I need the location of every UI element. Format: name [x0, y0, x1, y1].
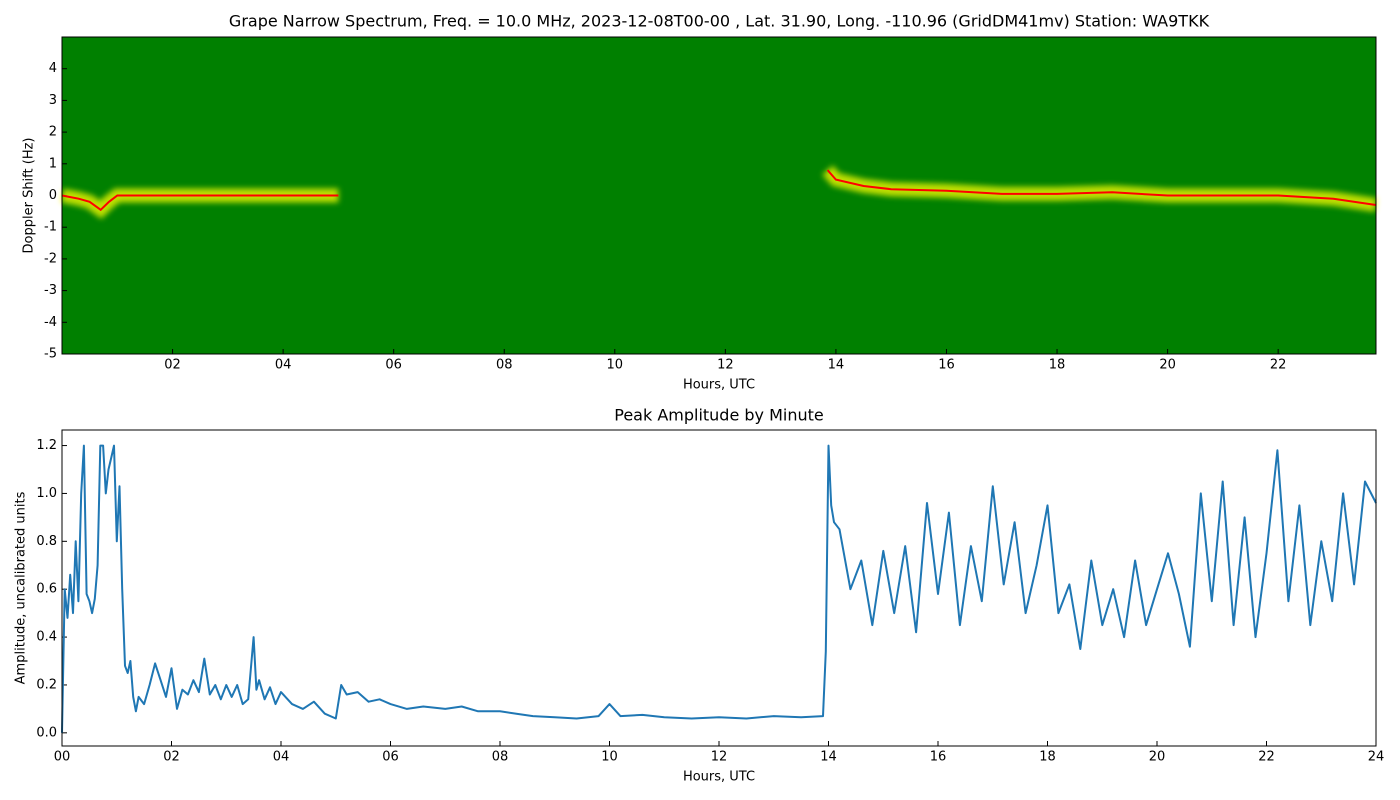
plot-frame: [61, 429, 1377, 747]
y-tick-label: -1: [44, 220, 57, 235]
x-tick-label: 08: [496, 358, 513, 373]
plot-frame: [61, 36, 1377, 355]
x-tick-label: 12: [717, 358, 734, 373]
y-axis-label: Amplitude, uncalibrated units: [14, 491, 29, 684]
x-tick-label: 06: [382, 750, 399, 765]
y-tick-label: 1.2: [36, 438, 57, 453]
y-tick-label: 0: [49, 188, 57, 203]
y-tick-label: 0.0: [36, 725, 57, 740]
amplitude-line: [61, 444, 1377, 733]
y-tick-label: 0.4: [36, 630, 57, 645]
y-tick-label: 0.2: [36, 677, 57, 692]
x-tick-label: 12: [711, 750, 728, 765]
x-tick-label: 06: [385, 358, 402, 373]
x-tick-label: 10: [601, 750, 618, 765]
x-tick-label: 14: [820, 750, 837, 765]
x-tick-label: 08: [492, 750, 509, 765]
x-tick-label: 14: [828, 358, 845, 373]
x-tick-label: 18: [1039, 750, 1056, 765]
x-tick-label: 04: [273, 750, 290, 765]
y-tick-label: 1.0: [36, 486, 57, 501]
y-tick-label: -3: [44, 283, 57, 298]
y-axis-label: Doppler Shift (Hz): [22, 138, 37, 254]
x-tick-label: 22: [1270, 358, 1287, 373]
x-tick-label: 04: [275, 358, 292, 373]
x-tick-label: 16: [938, 358, 955, 373]
x-tick-label: 02: [163, 750, 180, 765]
chart-title: Grape Narrow Spectrum, Freq. = 10.0 MHz,…: [229, 12, 1210, 31]
y-tick-label: 4: [49, 61, 57, 76]
y-tick-label: -4: [44, 315, 57, 330]
x-tick-label: 20: [1149, 750, 1166, 765]
y-tick-label: -2: [44, 251, 57, 266]
y-tick-label: 0.6: [36, 582, 57, 597]
x-tick-label: 22: [1258, 750, 1275, 765]
doppler-trace: [61, 169, 1377, 212]
chart-title: Peak Amplitude by Minute: [614, 406, 824, 425]
x-axis-label: Hours, UTC: [683, 378, 755, 393]
x-tick-label: 24: [1368, 750, 1385, 765]
x-tick-label: 18: [1049, 358, 1066, 373]
x-tick-label: 20: [1159, 358, 1176, 373]
x-tick-label: 00: [54, 750, 71, 765]
y-tick-label: 0.8: [36, 534, 57, 549]
y-tick-label: 1: [49, 156, 57, 171]
y-tick-label: 3: [49, 93, 57, 108]
x-axis-label: Hours, UTC: [683, 770, 755, 785]
y-tick-label: -5: [44, 347, 57, 362]
x-tick-label: 02: [164, 358, 181, 373]
x-tick-label: 16: [930, 750, 947, 765]
x-tick-label: 10: [607, 358, 624, 373]
y-tick-label: 2: [49, 125, 57, 140]
